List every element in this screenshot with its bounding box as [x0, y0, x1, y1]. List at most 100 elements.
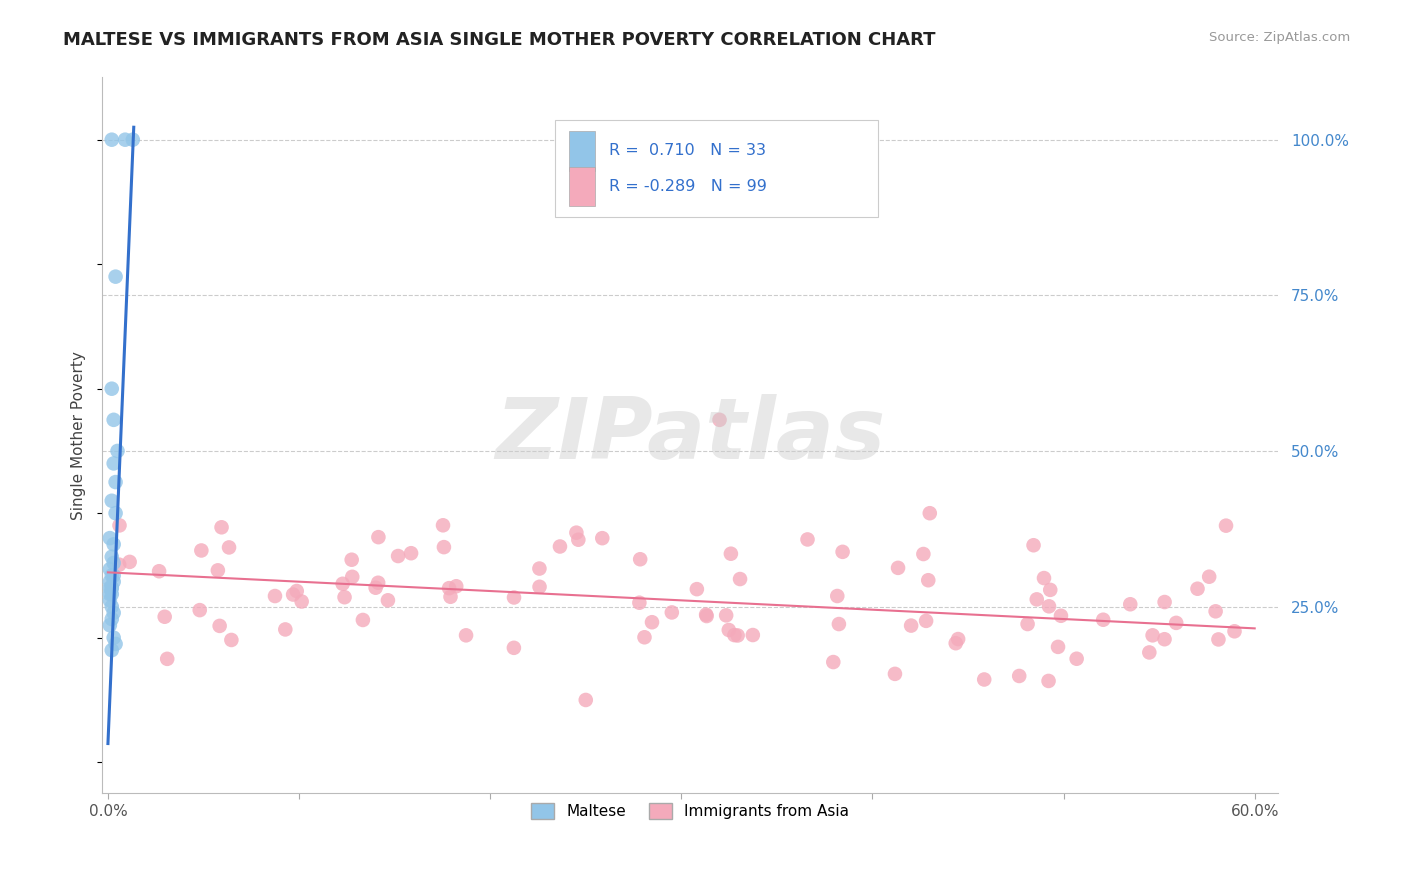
Point	[114, 133, 136, 147]
Point	[291, 594, 314, 608]
Point	[917, 573, 939, 587]
Point	[1198, 570, 1220, 584]
Point	[104, 475, 127, 489]
Text: R = -0.289   N = 99: R = -0.289 N = 99	[609, 179, 766, 194]
Point	[148, 564, 170, 578]
Point	[98, 531, 121, 545]
Point	[444, 579, 467, 593]
Point	[900, 618, 922, 632]
Point	[98, 574, 121, 589]
Point	[98, 593, 121, 607]
Point	[104, 637, 127, 651]
Point	[218, 541, 240, 555]
Point	[831, 545, 853, 559]
Point	[342, 570, 364, 584]
Point	[502, 640, 524, 655]
Point	[108, 518, 131, 533]
Point	[100, 587, 122, 601]
Point	[156, 652, 179, 666]
Point	[912, 547, 935, 561]
Point	[98, 581, 121, 595]
Point	[575, 693, 598, 707]
Point	[387, 549, 409, 563]
Point	[103, 606, 125, 620]
Point	[100, 581, 122, 595]
Legend: Maltese, Immigrants from Asia: Maltese, Immigrants from Asia	[524, 797, 855, 825]
Point	[367, 575, 389, 590]
Point	[332, 576, 354, 591]
Point	[796, 533, 818, 547]
Point	[264, 589, 287, 603]
Point	[108, 558, 131, 572]
Point	[103, 568, 125, 582]
Point	[1008, 669, 1031, 683]
Point	[1033, 571, 1056, 585]
Point	[973, 673, 995, 687]
Point	[714, 608, 737, 623]
Point	[827, 589, 849, 603]
Point	[591, 531, 613, 545]
Point	[1066, 651, 1088, 665]
Point	[1022, 538, 1045, 552]
Point	[567, 533, 589, 547]
FancyBboxPatch shape	[569, 167, 595, 206]
Point	[399, 546, 422, 560]
Point	[728, 572, 751, 586]
Point	[208, 619, 231, 633]
Text: MALTESE VS IMMIGRANTS FROM ASIA SINGLE MOTHER POVERTY CORRELATION CHART: MALTESE VS IMMIGRANTS FROM ASIA SINGLE M…	[63, 31, 936, 49]
Point	[1050, 608, 1073, 623]
Point	[118, 555, 141, 569]
Point	[190, 543, 212, 558]
Point	[121, 133, 143, 147]
Point	[207, 563, 229, 577]
Point	[100, 568, 122, 582]
Point	[1047, 640, 1070, 654]
Point	[274, 623, 297, 637]
Text: R =  0.710   N = 33: R = 0.710 N = 33	[609, 144, 766, 158]
Point	[340, 552, 363, 566]
Point	[104, 506, 127, 520]
Point	[1017, 617, 1039, 632]
Point	[100, 382, 122, 396]
Point	[565, 525, 588, 540]
Point	[103, 574, 125, 589]
Point	[723, 628, 745, 642]
Point	[100, 599, 122, 614]
Point	[153, 609, 176, 624]
Point	[100, 133, 122, 147]
Point	[628, 596, 651, 610]
Point	[211, 520, 233, 534]
Point	[433, 540, 456, 554]
Point	[437, 581, 460, 595]
Point	[633, 630, 655, 644]
Point	[285, 584, 308, 599]
Point	[828, 617, 851, 632]
Point	[945, 636, 967, 650]
FancyBboxPatch shape	[569, 131, 595, 170]
Point	[1208, 632, 1230, 647]
Point	[1038, 599, 1060, 614]
Point	[720, 547, 742, 561]
Point	[103, 631, 125, 645]
Point	[884, 666, 907, 681]
Point	[281, 588, 304, 602]
Point	[100, 493, 122, 508]
Point	[1205, 604, 1227, 618]
Point	[333, 591, 356, 605]
Point	[887, 561, 910, 575]
Point	[98, 562, 121, 576]
Point	[100, 643, 122, 657]
Point	[696, 609, 718, 624]
Point	[1142, 628, 1164, 642]
Point	[695, 607, 717, 622]
Point	[741, 628, 763, 642]
Point	[529, 580, 551, 594]
Point	[727, 628, 749, 642]
Point	[1039, 582, 1062, 597]
Point	[100, 549, 122, 564]
Point	[1038, 673, 1060, 688]
Point	[709, 413, 731, 427]
Point	[1119, 597, 1142, 611]
Y-axis label: Single Mother Poverty: Single Mother Poverty	[72, 351, 86, 520]
Point	[548, 540, 571, 554]
